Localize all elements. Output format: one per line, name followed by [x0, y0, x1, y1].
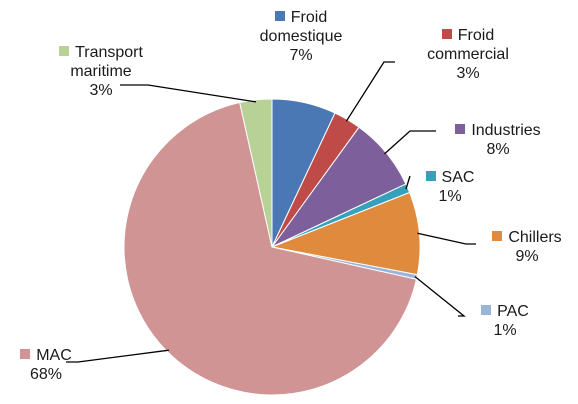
label-industries: Industries 8% [438, 121, 558, 159]
legend-swatch [20, 349, 31, 359]
legend-swatch [274, 11, 285, 21]
label-mac: MAC 68% [6, 346, 86, 384]
legend-swatch [425, 171, 436, 181]
pie-slice-mac [123, 101, 418, 396]
label-sac: SAC 1% [410, 168, 490, 206]
leader-line-mac [66, 349, 169, 363]
label-froid-commercial: Froid commercial 3% [427, 27, 509, 82]
legend-swatch [492, 231, 503, 241]
legend-swatch [59, 46, 70, 56]
legend-swatch [481, 305, 492, 315]
leader-line-sac [405, 175, 411, 190]
leader-line-industries [384, 130, 436, 155]
label-transport-maritime: Transport maritime 3% [36, 43, 166, 100]
legend-swatch [455, 124, 466, 134]
leader-line-froid-commercial [345, 61, 395, 122]
label-chillers: Chillers 9% [478, 228, 576, 266]
label-pac: PAC 1% [460, 302, 550, 340]
leader-line-pac [414, 276, 466, 317]
legend-swatch [441, 29, 452, 39]
leader-line-chillers [417, 232, 476, 245]
leader-line-transport-maritime [120, 84, 257, 103]
pie-slice-transport-maritime [239, 98, 273, 248]
label-froid-domestique: Froid domestique 7% [259, 9, 343, 64]
